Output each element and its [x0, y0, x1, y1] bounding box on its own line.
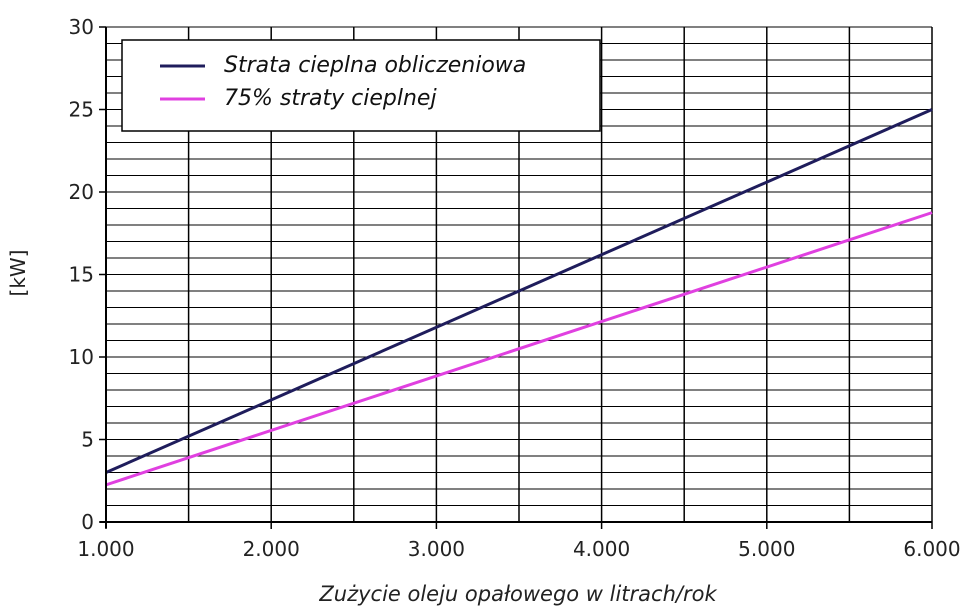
y-tick-label: 25: [69, 98, 94, 122]
legend-box: [121, 39, 601, 132]
grid: [105, 26, 933, 523]
y-tick-label: 5: [81, 428, 94, 452]
x-tick-label: 5.000: [738, 537, 795, 561]
x-tick-label: 3.000: [408, 537, 465, 561]
y-axis-label: [kW]: [6, 250, 30, 297]
x-axis-label: Zużycie oleju opałowego w litrach/rok: [318, 582, 717, 606]
legend-label: 75% straty cieplnej: [224, 86, 437, 111]
y-tick-label: 10: [69, 345, 94, 369]
y-tick-labels: 0 5 10 15 20 25 30: [69, 15, 94, 534]
x-tick-label: 1.000: [77, 537, 134, 561]
axes: [99, 26, 933, 529]
legend: Strata cieplna obliczeniowa 75% straty ci…: [121, 39, 601, 132]
x-tick-label: 2.000: [243, 537, 300, 561]
x-tick-labels: 1.000 2.000 3.000 4.000 5.000 6.000: [77, 537, 960, 561]
series-line: [105, 211, 933, 487]
x-tick-label: 6.000: [903, 537, 960, 561]
y-tick-label: 15: [69, 263, 94, 287]
y-tick-label: 0: [81, 510, 94, 534]
series-lines: [105, 108, 933, 487]
series-line: [105, 108, 933, 474]
y-tick-label: 30: [69, 15, 94, 39]
x-tick-label: 4.000: [573, 537, 630, 561]
y-tick-label: 20: [69, 180, 94, 204]
legend-label: Strata cieplna obliczeniowa: [224, 53, 526, 78]
